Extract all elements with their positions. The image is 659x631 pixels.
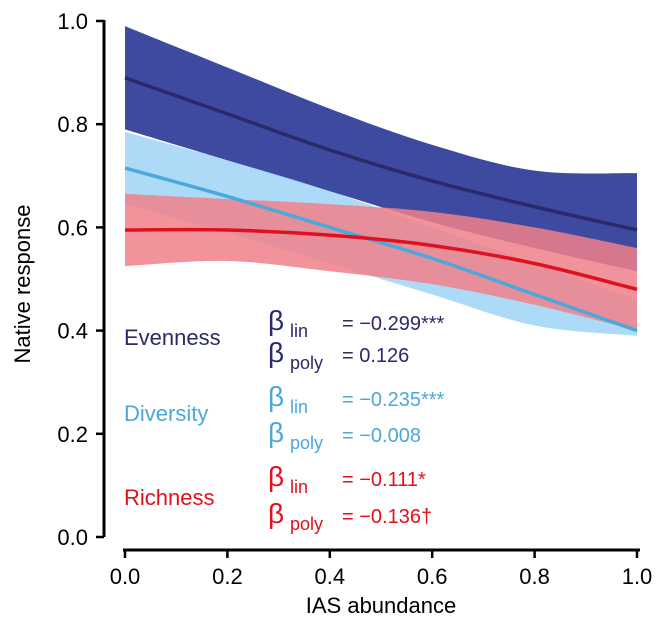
y-tick-label: 0.2 bbox=[57, 422, 88, 447]
beta-symbol: β bbox=[268, 461, 284, 492]
evenness-trend-line bbox=[124, 76, 638, 232]
y-tick-label: 0.8 bbox=[57, 112, 88, 137]
y-tick-label: 1.0 bbox=[57, 9, 88, 34]
beta-symbol: β bbox=[268, 498, 284, 529]
evenness-beta-poly: β poly = 0.126 bbox=[268, 337, 409, 373]
poly-value: = −0.136† bbox=[342, 506, 432, 528]
x-tick-label: 0.8 bbox=[519, 564, 550, 589]
poly-value: = 0.126 bbox=[342, 345, 409, 367]
y-tick-label: 0.0 bbox=[57, 525, 88, 550]
legend-evenness: Evenness bbox=[124, 325, 221, 350]
x-tick-label: 0.4 bbox=[315, 564, 346, 589]
lin-value: = −0.111* bbox=[342, 469, 426, 491]
beta-symbol: β bbox=[268, 381, 284, 412]
diversity-trend-line bbox=[124, 166, 638, 333]
lin-value: = −0.235*** bbox=[342, 389, 445, 411]
y-tick-label: 0.6 bbox=[57, 215, 88, 240]
x-tick-label: 0.2 bbox=[212, 564, 243, 589]
beta-symbol: β bbox=[268, 305, 284, 336]
confidence-bands bbox=[125, 26, 637, 336]
trend-lines bbox=[124, 76, 638, 333]
poly-value: = −0.008 bbox=[342, 425, 421, 447]
x-tick-label: 0.0 bbox=[110, 564, 141, 589]
poly-subscript: poly bbox=[290, 433, 323, 453]
x-axis-label: IAS abundance bbox=[306, 593, 456, 618]
lin-subscript: lin bbox=[290, 321, 308, 341]
richness-confidence-band bbox=[125, 193, 637, 331]
y-axis-label: Native response bbox=[10, 205, 35, 364]
poly-subscript: poly bbox=[290, 514, 323, 534]
lin-subscript: lin bbox=[290, 477, 308, 497]
beta-symbol: β bbox=[268, 337, 284, 368]
evenness-confidence-band bbox=[125, 26, 637, 272]
x-tick-label: 0.6 bbox=[417, 564, 448, 589]
richness-trend-line bbox=[124, 227, 638, 292]
richness-beta-poly: β poly = −0.136† bbox=[268, 498, 432, 534]
x-tick-label: 1.0 bbox=[622, 564, 653, 589]
legend-annotations: Evenness β lin = −0.299*** β poly = 0.12… bbox=[124, 305, 445, 534]
y-tick-label: 0.4 bbox=[57, 319, 88, 344]
diversity-beta-lin: β lin = −0.235*** bbox=[268, 381, 445, 417]
legend-richness: Richness bbox=[124, 485, 214, 510]
x-axis-ticks: 0.0 0.2 0.4 0.6 0.8 1.0 bbox=[110, 550, 653, 589]
evenness-beta-lin: β lin = −0.299*** bbox=[268, 305, 445, 341]
legend-diversity: Diversity bbox=[124, 401, 208, 426]
lin-value: = −0.299*** bbox=[342, 313, 445, 335]
lin-subscript: lin bbox=[290, 397, 308, 417]
diversity-beta-poly: β poly = −0.008 bbox=[268, 417, 421, 453]
y-axis-ticks: 0.0 0.2 0.4 0.6 0.8 1.0 bbox=[57, 9, 104, 550]
beta-symbol: β bbox=[268, 417, 284, 448]
richness-beta-lin: β lin = −0.111* bbox=[268, 461, 426, 497]
poly-subscript: poly bbox=[290, 353, 323, 373]
